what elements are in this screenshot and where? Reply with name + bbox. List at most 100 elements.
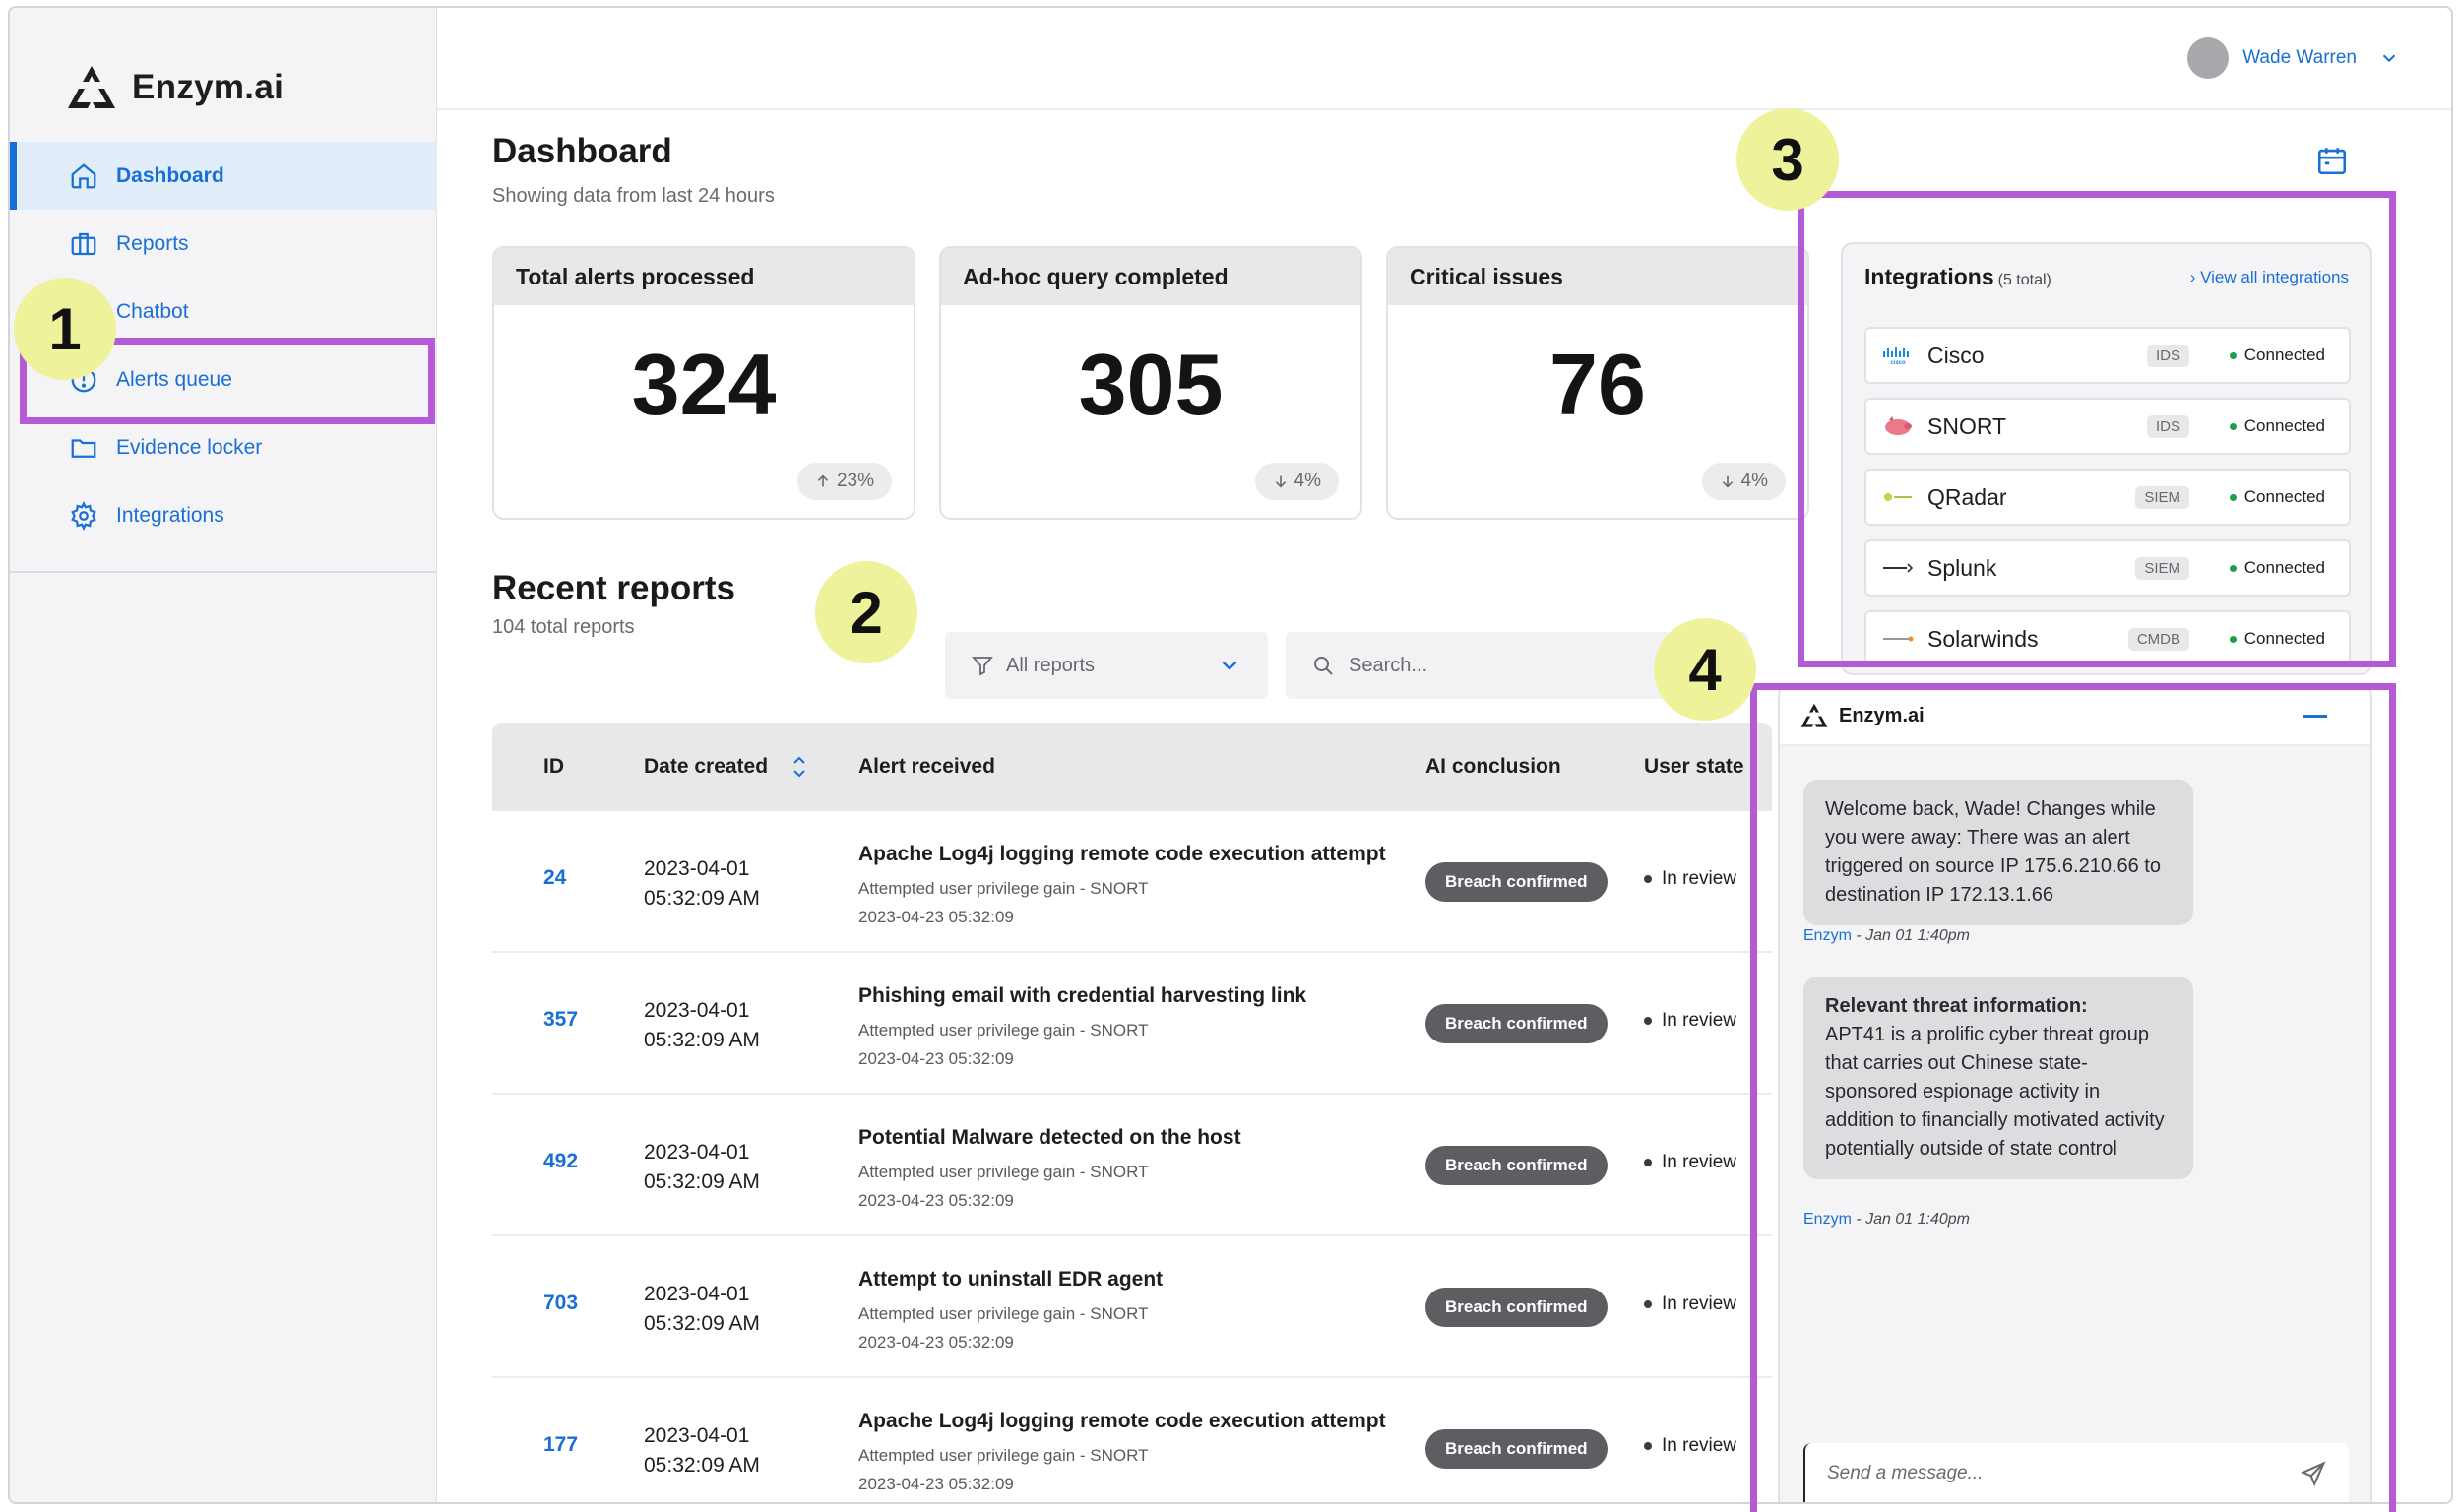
- time: 05:32:09 AM: [644, 1170, 760, 1193]
- table-row[interactable]: 357 2023-04-01 05:32:09 AM Phishing email…: [492, 953, 1772, 1095]
- chevron-down-icon: [2382, 54, 2396, 63]
- page-title: Dashboard: [492, 132, 672, 170]
- chat-title: Enzym.ai: [1839, 704, 1925, 726]
- status-badge: Breach confirmed: [1425, 1004, 1608, 1043]
- filter-label: All reports: [1006, 654, 1096, 676]
- sidebar-item-dashboard[interactable]: Dashboard: [10, 142, 437, 210]
- table-row[interactable]: 703 2023-04-01 05:32:09 AM Attempt to uni…: [492, 1236, 1772, 1378]
- arrow-down-icon: [1722, 475, 1733, 488]
- sidebar-item-reports[interactable]: Reports: [10, 210, 437, 278]
- report-id-link[interactable]: 492: [543, 1150, 579, 1172]
- stat-value: 305: [1078, 336, 1224, 433]
- date-created: 2023-04-01 05:32:09 AM: [644, 996, 760, 1055]
- enzym-logo-icon: [68, 66, 115, 108]
- user-name: Wade Warren: [2242, 47, 2357, 68]
- calendar-icon[interactable]: [2315, 144, 2349, 182]
- stat-value: 76: [1549, 336, 1646, 433]
- chat-panel: Enzym.ai Welcome back, Wade! Changes whi…: [1778, 685, 2372, 1502]
- stat-delta: 23%: [836, 471, 874, 491]
- report-id-link[interactable]: 177: [543, 1433, 579, 1456]
- integration-item-snort[interactable]: SNORT IDS Connected: [1864, 398, 2351, 455]
- alert-title: Phishing email with credential harvestin…: [858, 984, 1307, 1007]
- user-state-label: In review: [1662, 868, 1737, 889]
- search-placeholder: Search...: [1349, 654, 1428, 676]
- app-name: Enzym.ai: [132, 68, 284, 106]
- status-label: Connected: [2243, 346, 2325, 364]
- user-state-label: In review: [1662, 1152, 1737, 1172]
- integration-item-qradar[interactable]: QRadar SIEM Connected: [1864, 469, 2351, 526]
- integration-name: QRadar: [1927, 483, 2007, 510]
- top-bar: Wade Warren: [437, 8, 2451, 110]
- alert-title: Attempt to uninstall EDR agent: [858, 1268, 1164, 1291]
- alert-detail: Attempted user privilege gain - SNORT: [858, 1304, 1149, 1323]
- integrations-card: Integrations (5 total) › View all integra…: [1841, 242, 2372, 675]
- state-dot: [1644, 1159, 1652, 1166]
- minimize-icon[interactable]: [2303, 715, 2327, 718]
- table-row[interactable]: 24 2023-04-01 05:32:09 AM Apache Log4j lo…: [492, 811, 1772, 953]
- user-state-label: In review: [1662, 1010, 1737, 1031]
- svg-text:cisco: cisco: [1890, 360, 1906, 365]
- integration-type-tag: IDS: [2146, 414, 2189, 438]
- date: 2023-04-01: [644, 1424, 750, 1447]
- alert-timestamp: 2023-04-23 05:32:09: [858, 1049, 1014, 1068]
- stat-label: Ad-hoc query completed: [941, 248, 1360, 305]
- state-dot: [1644, 1442, 1652, 1450]
- message-sender: Enzym: [1803, 1211, 1852, 1228]
- integration-status: Connected: [2229, 558, 2325, 578]
- date-created: 2023-04-01 05:32:09 AM: [644, 1138, 760, 1197]
- integrations-count: (5 total): [1997, 272, 2051, 288]
- annotation-marker-3: 3: [1736, 108, 1839, 211]
- stat-delta-badge: 4%: [1254, 463, 1339, 500]
- table-row[interactable]: 177 2023-04-01 05:32:09 AM Apache Log4j l…: [492, 1378, 1772, 1502]
- integration-type-tag: SIEM: [2135, 556, 2189, 580]
- sort-icon[interactable]: [789, 754, 809, 780]
- snort-pig-icon: [1880, 415, 1916, 437]
- sidebar-item-evidence-locker[interactable]: Evidence locker: [10, 413, 437, 481]
- date: 2023-04-01: [644, 1141, 750, 1164]
- arrow-up-icon: [817, 474, 829, 487]
- table-row[interactable]: 492 2023-04-01 05:32:09 AM Potential Malw…: [492, 1095, 1772, 1236]
- integration-item-splunk[interactable]: Splunk SIEM Connected: [1864, 539, 2351, 597]
- user-state: In review: [1644, 868, 1736, 890]
- annotation-box-4: [1750, 683, 2396, 1512]
- message-time: - Jan 01 1:40pm: [1851, 927, 1970, 944]
- table-header: ID Date created Alert received AI conclu…: [492, 723, 1772, 811]
- message-time: - Jan 01 1:40pm: [1851, 1211, 1970, 1228]
- alert-received: Apache Log4j logging remote code executi…: [858, 843, 1386, 931]
- stat-value: 324: [631, 336, 777, 433]
- time: 05:32:09 AM: [644, 1312, 760, 1335]
- view-all-integrations-link[interactable]: › View all integrations: [2189, 268, 2349, 286]
- sidebar-item-integrations[interactable]: Integrations: [10, 481, 437, 549]
- annotation-marker-4: 4: [1654, 618, 1756, 721]
- reports-count: 104 total reports: [492, 616, 635, 638]
- avatar: [2187, 37, 2230, 79]
- alert-title: Apache Log4j logging remote code executi…: [858, 843, 1386, 865]
- integration-item-cisco[interactable]: cisco Cisco IDS Connected: [1864, 327, 2351, 384]
- stat-card-critical-issues: Critical issues 76 4%: [1386, 246, 1809, 520]
- view-all-label: View all integrations: [2200, 268, 2349, 286]
- status-label: Connected: [2243, 487, 2325, 506]
- sidebar-nav: Dashboard Reports Chatbot Alerts queue: [10, 142, 437, 549]
- alert-detail: Attempted user privilege gain - SNORT: [858, 879, 1149, 898]
- message-meta: Enzym - Jan 01 1:40pm: [1803, 1211, 1970, 1228]
- status-dot: [2229, 635, 2237, 643]
- report-filter-dropdown[interactable]: All reports: [945, 632, 1268, 699]
- alert-received: Apache Log4j logging remote code executi…: [858, 1410, 1386, 1498]
- app-logo[interactable]: Enzym.ai: [65, 63, 284, 112]
- alert-detail: Attempted user privilege gain - SNORT: [858, 1163, 1149, 1181]
- status-badge: Breach confirmed: [1425, 862, 1608, 902]
- annotation-box-1: [20, 338, 435, 424]
- stat-card-adhoc-query: Ad-hoc query completed 305 4%: [939, 246, 1362, 520]
- integration-type-tag: IDS: [2146, 344, 2189, 367]
- gear-icon: [67, 499, 100, 533]
- column-header-ai-conclusion: AI conclusion: [1425, 755, 1561, 778]
- user-menu[interactable]: Wade Warren: [2187, 37, 2400, 79]
- report-id-link[interactable]: 357: [543, 1008, 579, 1031]
- column-header-date[interactable]: Date created: [644, 755, 769, 778]
- report-id-link[interactable]: 703: [543, 1292, 579, 1314]
- filter-icon: [972, 657, 993, 676]
- alert-title: Potential Malware detected on the host: [858, 1126, 1241, 1149]
- chat-message-input[interactable]: Send a message...: [1803, 1443, 2349, 1502]
- report-id-link[interactable]: 24: [543, 866, 567, 889]
- send-icon[interactable]: [2300, 1460, 2327, 1487]
